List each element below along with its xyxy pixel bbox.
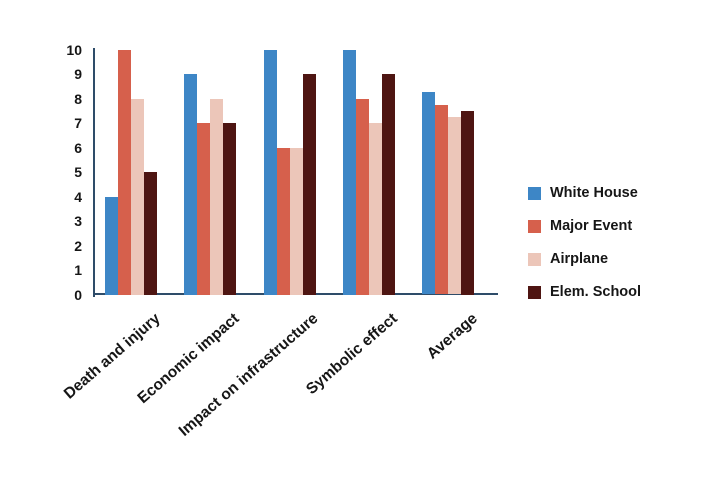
bar xyxy=(448,116,462,295)
bar xyxy=(342,49,356,295)
y-axis-tick-label: 3 xyxy=(74,213,82,229)
bar xyxy=(381,74,395,295)
bar xyxy=(184,74,198,295)
legend-label: Airplane xyxy=(550,251,609,267)
x-axis-category-label: Average xyxy=(423,310,481,363)
y-axis-tick-label: 1 xyxy=(74,262,82,278)
legend-item-elem-school: Elem. School xyxy=(528,283,641,301)
bar xyxy=(276,147,290,295)
bar xyxy=(422,92,436,295)
y-axis-tick-label: 4 xyxy=(74,188,82,205)
y-axis-tick-label: 2 xyxy=(74,237,82,254)
y-axis-tick-label: 5 xyxy=(74,164,82,180)
bar xyxy=(263,49,277,295)
y-axis-tick-label: 0 xyxy=(74,286,82,303)
legend-label: Major Event xyxy=(550,218,633,234)
x-axis-category-label: Impact on infrastructure xyxy=(176,310,322,440)
chart-legend: White House Major Event Airplane Elem. Scho… xyxy=(528,184,641,301)
legend-item-major-event: Major Event xyxy=(528,217,641,235)
y-axis-tick-label: 9 xyxy=(74,66,82,82)
bar xyxy=(355,98,369,295)
bar xyxy=(118,49,131,295)
bar xyxy=(435,104,449,295)
bar xyxy=(197,123,211,295)
legend-label: White House xyxy=(550,185,638,201)
legend-swatch-icon xyxy=(528,219,541,233)
bar xyxy=(289,147,303,295)
y-axis-line xyxy=(93,48,95,297)
y-axis-tick-label: 8 xyxy=(74,90,82,107)
legend-swatch-icon xyxy=(528,285,541,299)
legend-item-white-house: White House xyxy=(528,184,641,202)
bar xyxy=(461,110,475,295)
bar xyxy=(105,196,118,295)
bar xyxy=(302,74,316,295)
legend-label: Elem. School xyxy=(550,284,642,300)
y-axis-tick-label: 7 xyxy=(74,115,82,131)
bar xyxy=(144,172,157,295)
bar xyxy=(210,98,224,295)
bar xyxy=(223,123,237,295)
legend-swatch-icon xyxy=(528,186,541,200)
legend-swatch-icon xyxy=(528,252,541,266)
y-axis-tick-label: 10 xyxy=(66,41,82,58)
bar xyxy=(131,98,144,295)
legend-item-airplane: Airplane xyxy=(528,250,641,268)
y-axis-tick-label: 6 xyxy=(74,139,82,156)
bar xyxy=(368,123,382,295)
